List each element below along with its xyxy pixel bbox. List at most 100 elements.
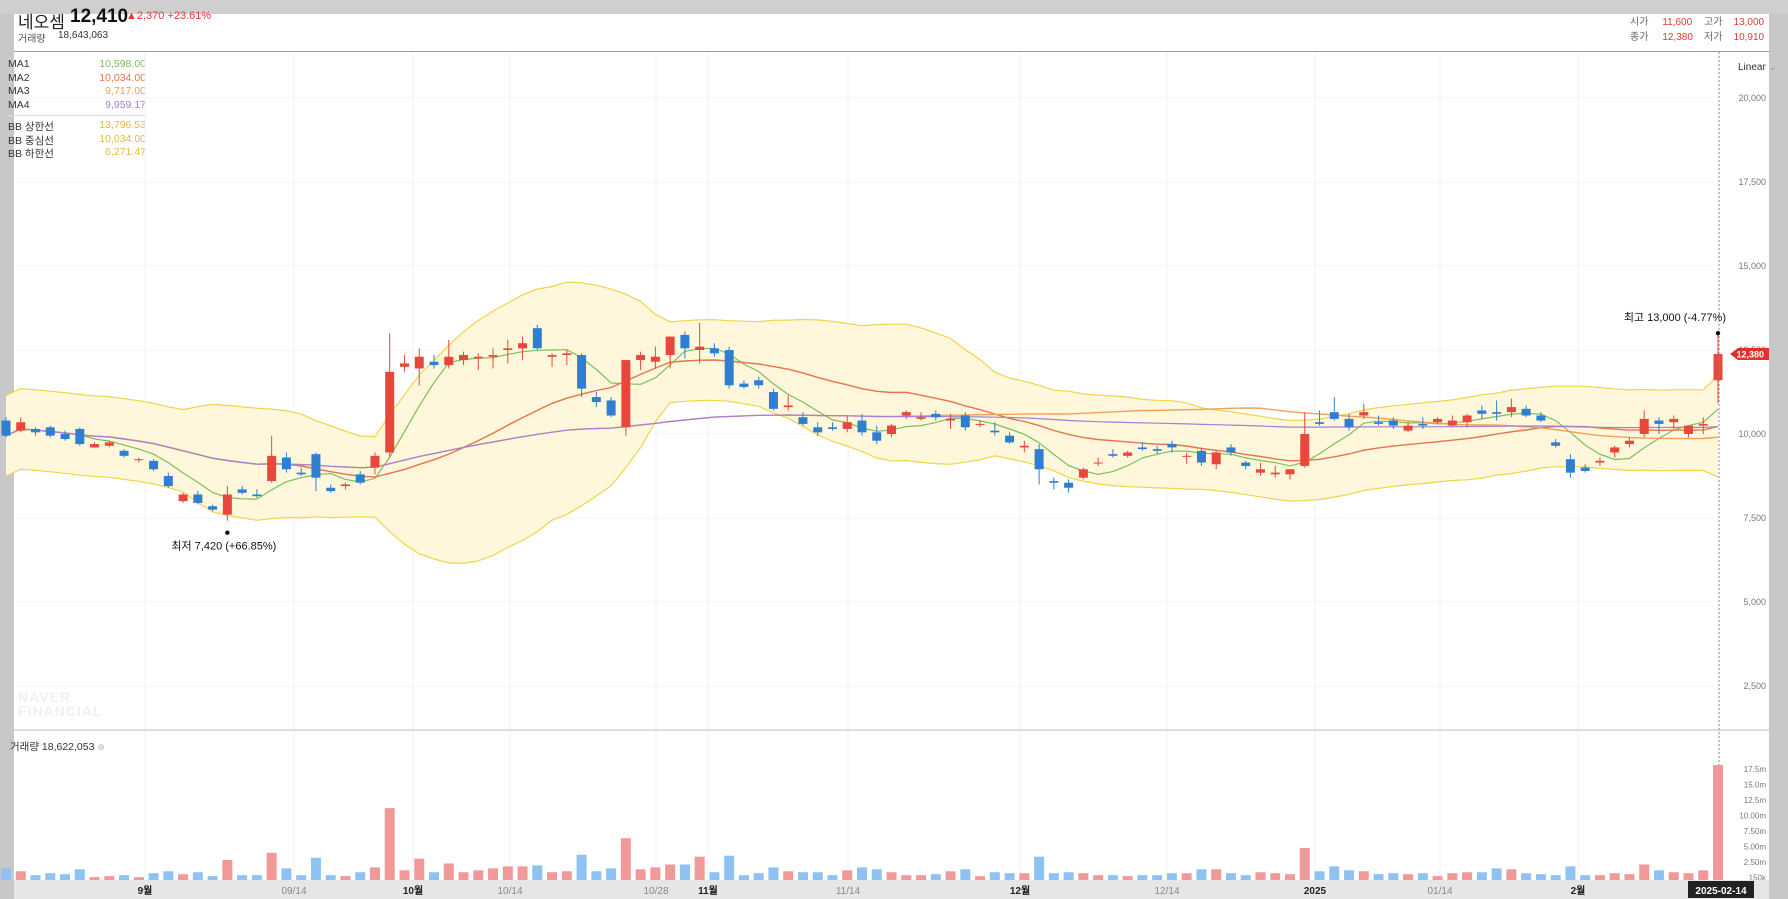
- candle-body: [1152, 449, 1162, 451]
- volume-bar: [1004, 873, 1015, 880]
- volume-tick-label: 7.50m: [1744, 827, 1767, 836]
- volume-bar: [1491, 868, 1502, 880]
- candle: [1019, 440, 1029, 453]
- candle-body: [1418, 423, 1428, 426]
- volume-bar: [650, 867, 661, 880]
- volume-bar: [1698, 870, 1709, 880]
- candle: [1241, 460, 1251, 470]
- candle: [813, 422, 823, 436]
- candle: [1624, 437, 1634, 448]
- candle: [1713, 333, 1723, 404]
- candle-body: [1492, 412, 1502, 414]
- candle-body: [1255, 469, 1265, 473]
- x-tick-label: 10/14: [497, 886, 522, 897]
- candle: [90, 442, 100, 448]
- candle-body: [636, 355, 646, 361]
- candle: [1669, 415, 1679, 429]
- volume-bar: [1048, 873, 1059, 880]
- volume-bar: [399, 870, 410, 880]
- candle: [149, 459, 159, 471]
- candle-body: [1639, 418, 1649, 434]
- volume-bar: [679, 864, 690, 880]
- candle-body: [695, 346, 705, 350]
- volume-bar: [1550, 875, 1561, 880]
- candle-body: [222, 494, 232, 515]
- x-tick-label: 11/14: [836, 886, 861, 897]
- candle-body: [1078, 469, 1088, 478]
- candle-body: [178, 494, 188, 502]
- candle: [31, 427, 41, 436]
- legend-ma4: MA4 9,959.17: [8, 98, 146, 111]
- candle-body: [650, 356, 660, 362]
- volume-bar: [1639, 864, 1650, 880]
- candle-body: [1506, 407, 1516, 413]
- candle: [311, 452, 321, 492]
- candle-body: [1167, 444, 1177, 448]
- candle-body: [1713, 354, 1723, 381]
- low-point-marker: [225, 530, 230, 535]
- candle-body: [75, 428, 85, 445]
- y-tick-label: 15,000: [1738, 261, 1766, 271]
- candle: [783, 395, 793, 411]
- candle-body: [975, 423, 985, 425]
- candle-body: [193, 494, 203, 503]
- stock-name: 네오셈: [18, 13, 65, 32]
- candle: [237, 486, 247, 495]
- candle: [1492, 400, 1502, 421]
- volume-bar: [473, 870, 484, 880]
- candle: [1551, 439, 1561, 448]
- volume-tick-label: 10.00m: [1739, 812, 1766, 821]
- volume-bar: [488, 868, 499, 880]
- volume-bar: [1535, 874, 1546, 880]
- candle-body: [1034, 449, 1044, 470]
- volume-bar: [827, 875, 838, 880]
- volume-bar: [1403, 874, 1414, 880]
- candle-body: [119, 450, 129, 456]
- scale-mode-selector[interactable]: Linear ⌄: [1738, 62, 1777, 73]
- volume-bar: [133, 877, 144, 880]
- candle-body: [1344, 418, 1354, 428]
- candle-body: [842, 422, 852, 429]
- volume-bar: [1107, 875, 1118, 880]
- candle: [1137, 442, 1147, 451]
- candle-body: [1477, 410, 1487, 414]
- x-tick-label: 12/14: [1154, 886, 1179, 897]
- y-tick-label: 20,000: [1738, 93, 1766, 103]
- x-tick-label: 12월: [1010, 885, 1030, 897]
- volume-bar: [1653, 870, 1664, 880]
- bollinger-upper-line: [5, 281, 1719, 438]
- candle: [1565, 454, 1575, 478]
- candle-body: [1447, 420, 1457, 426]
- candle-body: [680, 334, 690, 349]
- last-price-tag: [1730, 348, 1769, 361]
- candle-body: [665, 336, 675, 356]
- x-tick-label: 01/14: [1427, 886, 1452, 897]
- open-price: 시가 11,600: [1630, 17, 1693, 28]
- candle: [1078, 467, 1088, 480]
- candle-body: [267, 455, 277, 482]
- y-tick-label: 7,500: [1743, 513, 1766, 523]
- candle-body: [1462, 415, 1472, 423]
- volume-bar: [1388, 873, 1399, 880]
- close-icon[interactable]: ⊗: [97, 742, 105, 752]
- candle-body: [1359, 412, 1369, 416]
- candle: [901, 410, 911, 419]
- candle-body: [1, 420, 11, 436]
- candle-body: [739, 383, 749, 387]
- candle-body: [1521, 408, 1531, 416]
- candle: [591, 392, 601, 408]
- candle: [695, 323, 705, 364]
- volume-bar: [665, 864, 676, 880]
- candle: [532, 324, 542, 350]
- volume-panel-title: 거래량 18,622,053 ⊗: [10, 741, 105, 753]
- candle-body: [754, 380, 764, 386]
- volume-bar: [1211, 869, 1222, 880]
- high-price: 고가 13,000: [1704, 17, 1765, 28]
- candle: [1683, 425, 1693, 438]
- volume-bar: [1358, 871, 1369, 880]
- volume-bar: [1417, 873, 1428, 880]
- candle-body: [621, 360, 631, 428]
- candle: [562, 350, 572, 366]
- indicator-legend: MA1 10,598.00 MA2 10,034.00 MA3 9,717.00 MA…: [8, 58, 146, 160]
